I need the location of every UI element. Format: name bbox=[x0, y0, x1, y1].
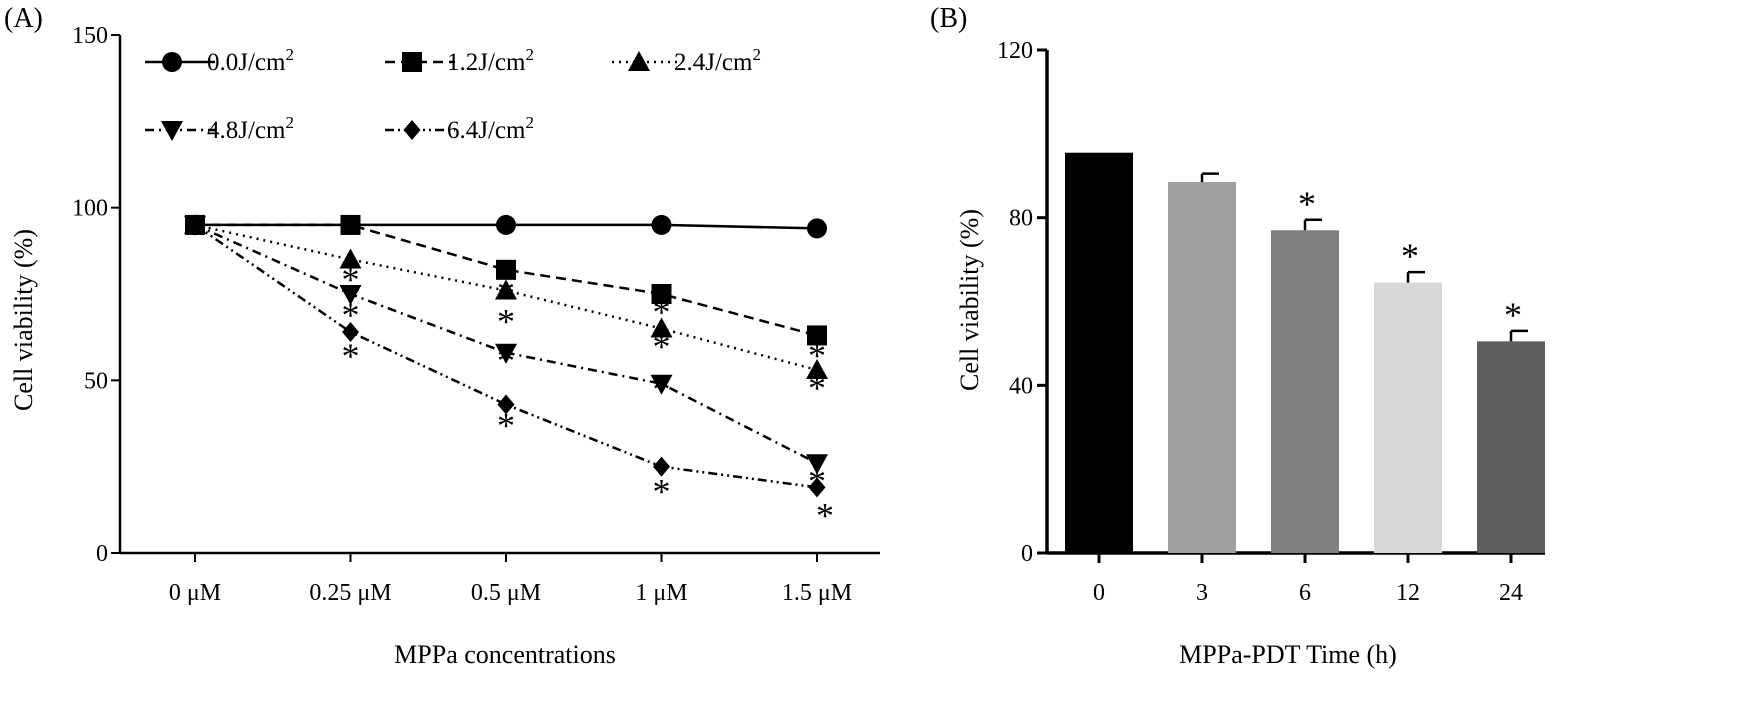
legend-label-2: 2.4J/cm2 bbox=[674, 45, 761, 76]
panel-a-x-tick-label: 1 μM bbox=[635, 580, 687, 606]
series-line-4 bbox=[194, 223, 818, 489]
data-point-s4-3 bbox=[653, 456, 670, 477]
bar-3 bbox=[1374, 282, 1442, 553]
significance-star: * bbox=[497, 302, 515, 342]
significance-star: * bbox=[1298, 184, 1316, 224]
panel-a-x-axis-title: MPPa concentrations bbox=[394, 640, 616, 669]
panel-b-label: (B) bbox=[930, 3, 967, 34]
data-point-s3-1 bbox=[339, 285, 362, 305]
significance-star: * bbox=[808, 335, 826, 375]
panel-b-y-axis-title: Cell viability (%) bbox=[955, 209, 984, 391]
panel-b-y-tick-label: 80 bbox=[1009, 206, 1033, 232]
significance-star: * bbox=[497, 341, 515, 381]
panel-b-x-axis-title: MPPa-PDT Time (h) bbox=[1179, 640, 1397, 669]
bar-2 bbox=[1271, 230, 1339, 553]
panel-b-x-tick-label: 3 bbox=[1196, 580, 1208, 606]
panel-a-line-chart: (A) Cell viability (%) MPPa concentratio… bbox=[4, 3, 880, 669]
panel-b-y-tick-label: 40 bbox=[1009, 373, 1033, 399]
data-point-s4-2 bbox=[497, 394, 515, 415]
legend-marker-3 bbox=[161, 121, 183, 141]
data-point-s1-2 bbox=[496, 259, 516, 280]
data-point-s2-3 bbox=[650, 317, 673, 338]
data-point-s1-1 bbox=[340, 214, 361, 235]
panel-a-y-tick-label: 50 bbox=[84, 368, 108, 394]
data-point-s0-4 bbox=[807, 218, 827, 239]
significance-star: * bbox=[1401, 236, 1419, 276]
panel-a-y-tick-label: 0 bbox=[96, 541, 108, 567]
significance-star: * bbox=[653, 472, 671, 512]
legend-label-1: 1.2J/cm2 bbox=[447, 45, 534, 76]
significance-star: * bbox=[816, 495, 834, 535]
legend-marker-2 bbox=[628, 51, 650, 71]
legend-marker-0 bbox=[162, 52, 182, 72]
significance-star: * bbox=[653, 369, 671, 409]
panel-a-x-tick-label: 0.25 μM bbox=[309, 580, 391, 606]
legend-label-3: 4.8J/cm2 bbox=[207, 113, 294, 144]
significance-star: * bbox=[342, 295, 360, 335]
panel-b-x-tick-label: 6 bbox=[1299, 580, 1311, 606]
bar-1 bbox=[1168, 182, 1236, 553]
series-line-1 bbox=[195, 223, 818, 337]
significance-star: * bbox=[808, 368, 826, 408]
data-point-s3-4 bbox=[806, 454, 828, 475]
data-point-s2-1 bbox=[339, 248, 362, 269]
legend-marker-1 bbox=[402, 52, 422, 72]
panel-a-y-axis-title: Cell viability (%) bbox=[9, 229, 38, 411]
data-point-s0-2 bbox=[496, 214, 516, 235]
significance-star: * bbox=[653, 327, 671, 367]
bar-0 bbox=[1065, 152, 1133, 553]
data-point-s2-2 bbox=[495, 279, 517, 300]
data-point-s1-3 bbox=[651, 284, 672, 304]
data-point-s4-0 bbox=[186, 214, 204, 235]
data-point-s4-4 bbox=[808, 477, 826, 498]
legend-label-4: 6.4J/cm2 bbox=[447, 113, 534, 144]
panel-a-x-tick-label: 1.5 μM bbox=[782, 580, 852, 606]
legend-marker-4 bbox=[403, 120, 421, 140]
panel-b-x-tick-label: 24 bbox=[1499, 580, 1523, 606]
panel-a-x-tick-label: 0.5 μM bbox=[471, 580, 541, 606]
panel-b-x-tick-label: 12 bbox=[1396, 580, 1420, 606]
data-point-s3-3 bbox=[650, 374, 673, 395]
panel-a-label: (A) bbox=[4, 3, 43, 34]
data-point-s0-3 bbox=[651, 214, 672, 235]
panel-b-x-tick-label: 0 bbox=[1093, 580, 1105, 606]
data-point-s1-4 bbox=[807, 325, 827, 346]
data-point-s3-2 bbox=[495, 343, 517, 364]
data-point-s4-1 bbox=[342, 321, 359, 342]
significance-star: * bbox=[342, 336, 360, 376]
significance-star: * bbox=[1504, 295, 1522, 335]
significance-star: * bbox=[497, 406, 515, 446]
bar-4 bbox=[1477, 341, 1545, 553]
panel-b-y-tick-label: 0 bbox=[1021, 541, 1033, 567]
legend-label-0: 0.0J/cm2 bbox=[207, 45, 294, 76]
significance-star: * bbox=[653, 292, 671, 332]
panel-a-y-tick-label: 100 bbox=[72, 196, 108, 222]
panel-b-bar-chart: (B) Cell viability (%) MPPa-PDT Time (h)… bbox=[930, 3, 1545, 669]
panel-b-y-tick-label: 120 bbox=[997, 38, 1033, 64]
panel-a-x-tick-label: 0 μM bbox=[169, 580, 221, 606]
data-point-s2-4 bbox=[806, 358, 828, 379]
panel-a-y-tick-label: 150 bbox=[72, 23, 108, 49]
series-line-2 bbox=[194, 223, 818, 372]
